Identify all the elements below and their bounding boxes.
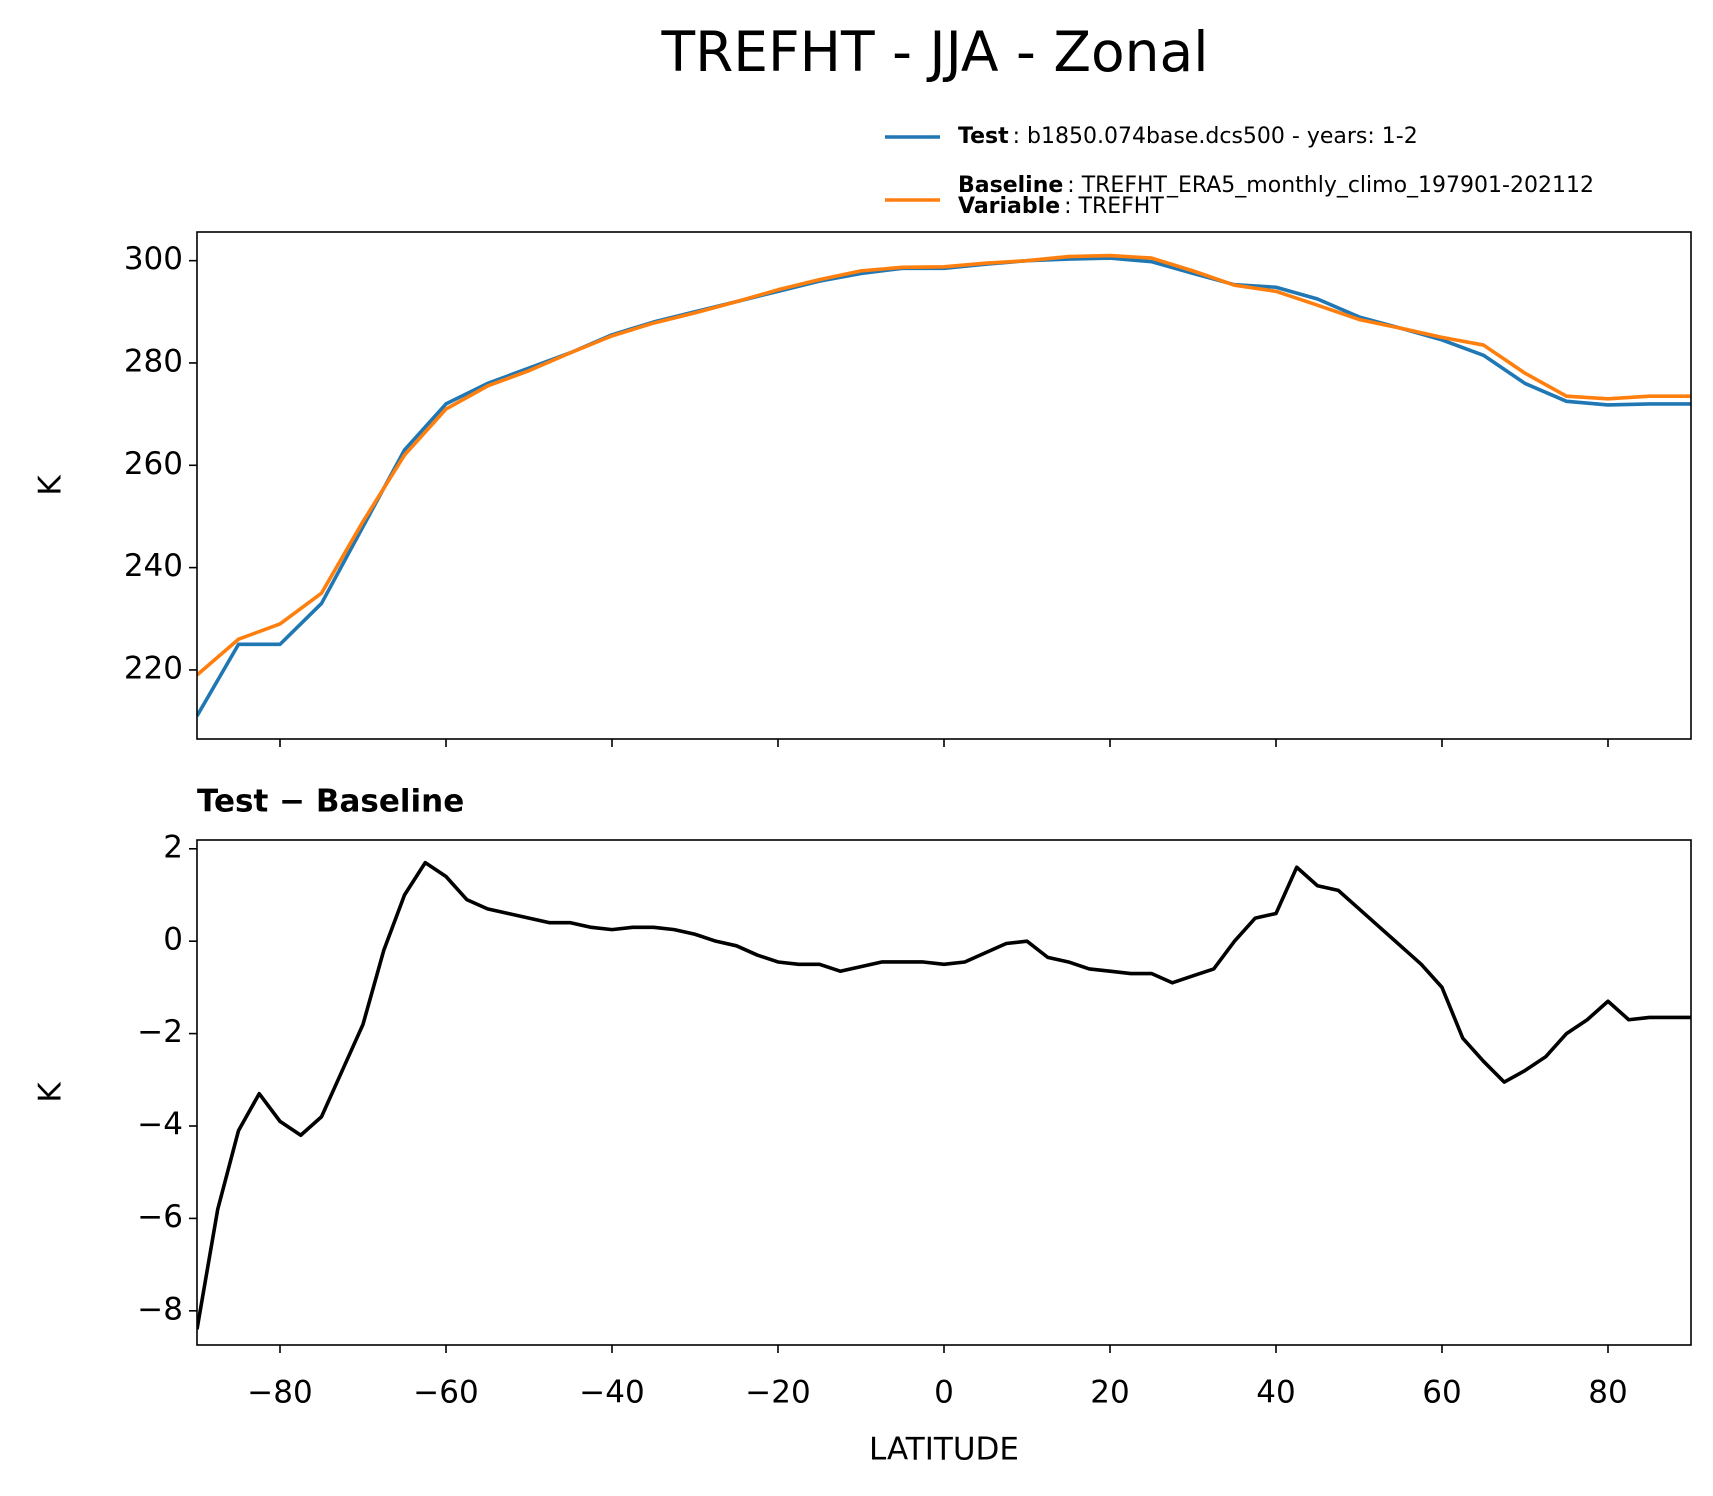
data-line (197, 860, 1691, 1330)
legend-detail: : b1850.074base.dcs500 - years: 1-2 (1013, 124, 1418, 149)
axes-frame (196, 839, 1692, 1346)
subtitle: Test − Baseline (197, 784, 464, 820)
chart-title: TREFHT - JJA - Zonal (660, 20, 1208, 84)
legend-name: Variable (958, 194, 1060, 219)
legend-name: Baseline (958, 173, 1063, 198)
x-tick-label: −80 (247, 1375, 312, 1411)
legend-entry: Baseline: TREFHT_ERA5_monthly_climo_1979… (958, 173, 1594, 198)
y-tick-label: 240 (124, 548, 183, 584)
y-tick-label: 220 (124, 650, 183, 686)
y-tick-label: 300 (124, 241, 183, 277)
x-tick-label: −40 (579, 1375, 644, 1411)
y-tick-label: 260 (124, 446, 183, 482)
x-tick-label: 80 (1588, 1375, 1627, 1411)
data-line (197, 253, 1691, 677)
x-tick-label: −60 (413, 1375, 478, 1411)
x-axis-label: LATITUDE (869, 1432, 1019, 1468)
legend-entry: Test: b1850.074base.dcs500 - years: 1-2 (958, 124, 1418, 149)
axes-frame (196, 231, 1692, 740)
legend-name: Test (958, 124, 1009, 149)
legend-detail: : TREFHT (1064, 194, 1164, 219)
x-tick-label: 60 (1422, 1375, 1461, 1411)
legend-detail: : TREFHT_ERA5_monthly_climo_197901-20211… (1067, 173, 1594, 198)
x-tick-label: −20 (745, 1375, 810, 1411)
x-tick-label: 0 (934, 1375, 954, 1411)
y-tick-label: 280 (124, 343, 183, 379)
x-tick-label: 40 (1256, 1375, 1295, 1411)
y-tick-label: −2 (137, 1014, 183, 1050)
y-tick-label: 0 (163, 922, 183, 958)
y-tick-label: −4 (137, 1106, 183, 1142)
legend-entry: Variable: TREFHT (958, 194, 1164, 219)
y-axis-label: K (33, 1082, 69, 1103)
y-axis-label: K (33, 475, 69, 496)
y-tick-label: −8 (137, 1291, 183, 1327)
x-tick-label: 20 (1090, 1375, 1129, 1411)
y-tick-label: 2 (163, 829, 183, 865)
y-tick-label: −6 (137, 1199, 183, 1235)
